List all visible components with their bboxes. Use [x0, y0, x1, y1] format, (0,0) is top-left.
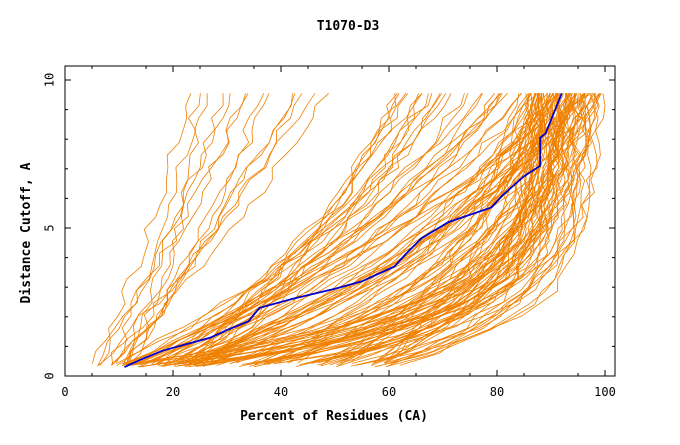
model-curve-44: [174, 93, 496, 366]
model-curve-51: [164, 93, 469, 365]
model-curve-42: [203, 93, 423, 365]
model-curve-135: [159, 93, 568, 367]
model-curve-137: [385, 93, 587, 368]
model-curve-53: [236, 93, 601, 364]
model-curve-132: [181, 93, 583, 366]
model-curve-136: [230, 93, 577, 364]
model-curve-139: [356, 93, 600, 366]
model-curve-6: [111, 93, 329, 366]
y-tick-label-10: 10: [43, 73, 57, 87]
model-curve-87: [274, 93, 541, 365]
highlight-series-line: [124, 92, 563, 368]
model-curve-67: [278, 93, 602, 363]
highlight-curve: [124, 92, 563, 368]
chart-title: T1070-D3: [317, 19, 380, 34]
x-tick-label-0: 0: [61, 385, 68, 399]
x-tick-label-20: 20: [166, 385, 180, 399]
model-curve-30: [122, 93, 522, 366]
model-curve-84: [229, 93, 530, 365]
x-tick-label-60: 60: [382, 385, 396, 399]
model-curve-143: [187, 93, 572, 364]
model-curve-103: [384, 93, 546, 364]
y-tick-label-5: 5: [43, 224, 57, 231]
y-axis-ticks: 0 5 10: [43, 73, 615, 380]
model-curve-9: [98, 93, 316, 366]
model-curve-140: [194, 93, 545, 365]
model-curve-128: [245, 93, 559, 365]
model-curve-23: [199, 93, 397, 367]
x-axis-label: Percent of Residues (CA): [240, 409, 428, 424]
model-curve-134: [175, 93, 561, 367]
model-curve-110: [352, 93, 580, 364]
model-curve-39: [173, 93, 407, 367]
model-curve-125: [263, 93, 560, 365]
model-curve-12: [128, 93, 224, 365]
model-curve-83: [193, 93, 554, 366]
plot-frame: [64, 65, 616, 377]
model-curve-45: [134, 93, 500, 365]
model-curve-38: [192, 93, 554, 366]
model-curve-8: [99, 93, 192, 366]
model-curve-62: [265, 93, 542, 363]
y-axis-label: Distance Cutoff, A: [19, 162, 34, 303]
model-curve-113: [242, 93, 574, 365]
model-curve-7: [126, 93, 265, 364]
x-axis-ticks: 0 20 40 60 80 100: [61, 66, 616, 399]
model-curve-43: [116, 93, 483, 367]
model-curves: [91, 92, 606, 368]
model-curve-5: [110, 93, 296, 365]
model-curve-13: [110, 93, 201, 365]
x-tick-label-40: 40: [274, 385, 288, 399]
model-curve-50: [137, 93, 572, 364]
model-curve-49: [138, 93, 483, 368]
model-curve-130: [197, 93, 593, 367]
model-curve-142: [384, 93, 595, 364]
model-curve-3: [127, 93, 270, 364]
model-curve-68: [216, 93, 535, 366]
model-curve-63: [323, 93, 577, 364]
model-curve-115: [399, 93, 583, 366]
model-curve-138: [321, 93, 537, 367]
model-curve-10: [115, 93, 246, 364]
model-curve-112: [311, 93, 586, 364]
model-curve-141: [390, 93, 542, 364]
model-curve-133: [307, 93, 562, 364]
x-tick-label-100: 100: [594, 385, 616, 399]
model-curve-15: [150, 93, 433, 366]
model-curve-119: [131, 93, 544, 366]
x-tick-label-80: 80: [490, 385, 504, 399]
model-curve-18: [122, 93, 508, 365]
model-curve-48: [185, 93, 442, 368]
model-curve-47: [195, 93, 522, 366]
model-curve-11: [126, 93, 303, 367]
model-curve-4: [126, 93, 208, 365]
model-curve-72: [287, 93, 596, 364]
y-tick-label-0: 0: [43, 372, 57, 379]
model-curve-34: [137, 93, 465, 365]
model-curve-92: [249, 93, 536, 367]
model-curve-76: [184, 93, 548, 363]
model-curve-46: [116, 93, 441, 365]
